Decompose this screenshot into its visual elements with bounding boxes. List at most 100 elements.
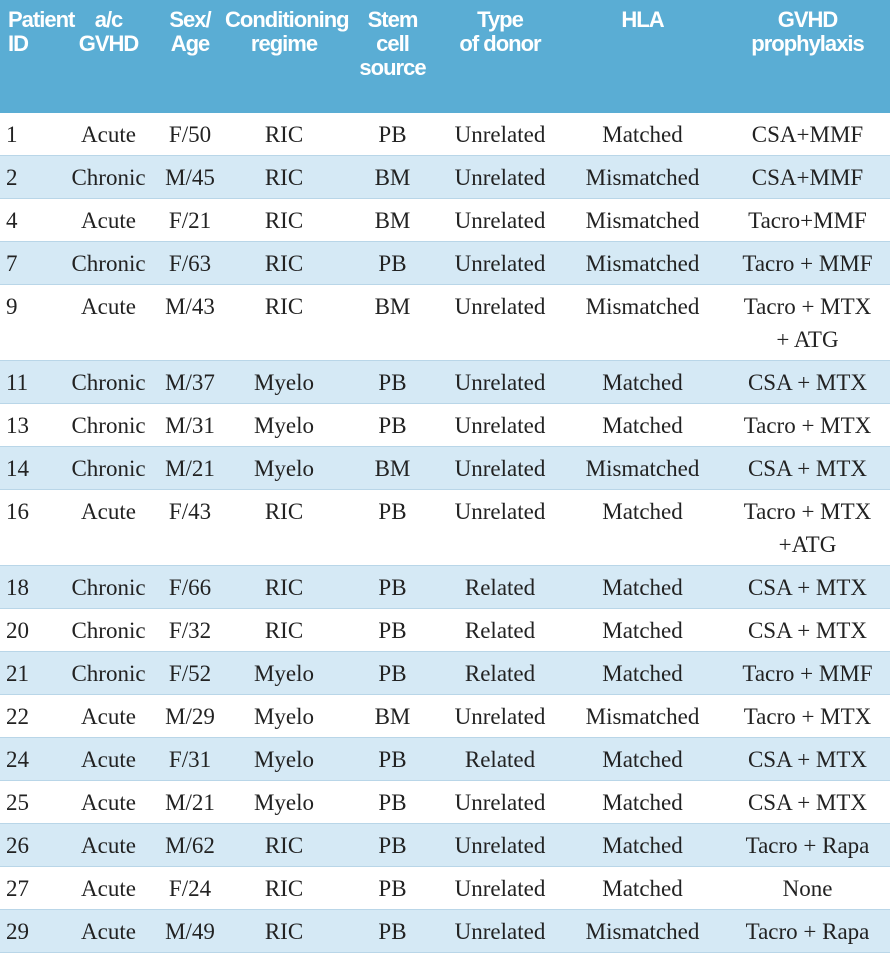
table-row: 21 Chronic F/52 Myelo PB Related Matched Tacro … xyxy=(0,651,890,695)
table-cell: RIC xyxy=(223,565,345,609)
table-row: 29 Acute M/49 RIC PB Unrelated Mismatched Tacro… xyxy=(0,909,890,953)
table-cell: BM xyxy=(374,704,411,729)
table-cell: Myelo xyxy=(253,704,315,729)
header-line: cell xyxy=(376,31,410,56)
table-cell: M/43 xyxy=(165,294,215,319)
table-cell: Mismatched xyxy=(560,155,725,199)
table-cell: RIC xyxy=(264,499,304,524)
header-line: GVHD xyxy=(777,7,839,32)
table-cell: Matched xyxy=(560,823,725,867)
table-cell: Unrelated xyxy=(454,704,546,729)
table-cell: Tacro + MMF xyxy=(725,651,890,695)
table-cell: Matched xyxy=(602,122,683,147)
table-cell: CSA + MTX xyxy=(725,737,890,781)
table-cell: M/31 xyxy=(165,413,215,438)
table-cell: Related xyxy=(440,737,560,781)
table-cell: 29 xyxy=(0,909,60,953)
table-cell: 24 xyxy=(0,737,60,781)
table-row: 14 Chronic M/21 Myelo BM Unrelated Mismatched C… xyxy=(0,446,890,490)
table-cell: PB xyxy=(345,241,440,285)
table-cell: PB xyxy=(345,823,440,867)
table-cell: M/37 xyxy=(157,360,223,404)
table-cell: Unrelated xyxy=(454,499,546,524)
table-cell: RIC xyxy=(223,155,345,199)
table-cell: 7 xyxy=(0,241,60,285)
table-cell: Myelo xyxy=(223,446,345,490)
table-cell: 22 xyxy=(6,704,29,729)
table-cell: Mismatched xyxy=(560,446,725,490)
table-cell: PB xyxy=(345,909,440,953)
table-cell: BM xyxy=(345,155,440,199)
table-cell: Unrelated xyxy=(454,208,546,233)
table-cell: Myelo xyxy=(223,651,345,695)
table-cell: Acute xyxy=(81,790,136,815)
table-cell: RIC xyxy=(264,208,304,233)
table-row: 4 Acute F/21 RIC BM Unrelated Mismatched Tacro+… xyxy=(0,199,890,242)
table-cell: 20 xyxy=(6,618,29,643)
table-cell: Myelo xyxy=(223,737,345,781)
table-cell: PB xyxy=(378,618,407,643)
table-cell: 9 xyxy=(6,294,18,319)
table-cell: BM xyxy=(345,446,440,490)
table-cell: Unrelated xyxy=(454,876,546,901)
table-cell: M/45 xyxy=(157,155,223,199)
table-cell: BM xyxy=(374,294,411,319)
table-row: 26 Acute M/62 RIC PB Unrelated Matched Tacro + … xyxy=(0,823,890,867)
table-cell: Acute xyxy=(81,499,136,524)
table-cell: CSA+MMF xyxy=(725,155,890,199)
table-row: 24 Acute F/31 Myelo PB Related Matched CSA + MT… xyxy=(0,737,890,781)
table-cell: RIC xyxy=(264,122,304,147)
header-line: of donor xyxy=(459,31,541,56)
header-line: Stem xyxy=(367,7,419,32)
table-cell: RIC xyxy=(264,294,304,319)
table-cell: RIC xyxy=(264,618,304,643)
table-cell: CSA + MTX xyxy=(747,618,868,643)
table-row: 27 Acute F/24 RIC PB Unrelated Matched None xyxy=(0,867,890,910)
table-cell: Tacro + MMF xyxy=(725,241,890,285)
table-cell: Chronic xyxy=(71,618,146,643)
table-cell: Acute xyxy=(81,704,136,729)
table-cell: Matched xyxy=(602,413,683,438)
table-cell: Matched xyxy=(560,565,725,609)
table-cell: Acute xyxy=(81,876,136,901)
table-cell: Acute xyxy=(60,823,157,867)
table-cell: Myelo xyxy=(223,360,345,404)
table-cell: F/32 xyxy=(168,618,212,643)
table-cell: Tacro + Rapa xyxy=(725,909,890,953)
header-line: Patient xyxy=(8,7,75,32)
table-cell: M/49 xyxy=(157,909,223,953)
table-cell: Related xyxy=(440,651,560,695)
table-cell: Mismatched xyxy=(585,294,700,319)
table-row: 20 Chronic F/32 RIC PB Related Matched CSA + MT… xyxy=(0,609,890,652)
table-row: 7 Chronic F/63 RIC PB Unrelated Mismatched Tacr… xyxy=(0,241,890,285)
table-cell: Tacro + MTX + ATG xyxy=(743,294,872,352)
table-cell: F/63 xyxy=(157,241,223,285)
table-cell: None xyxy=(782,876,833,901)
column-header: a/c GVHD xyxy=(60,0,157,113)
table-cell: Matched xyxy=(560,737,725,781)
column-header: Type of donor xyxy=(440,0,560,113)
table-cell: CSA + MTX xyxy=(725,360,890,404)
header-line: Conditioning xyxy=(225,7,350,32)
table-cell: Unrelated xyxy=(440,446,560,490)
table-cell: Acute xyxy=(81,208,136,233)
header-line: HLA xyxy=(621,7,664,32)
table-cell: F/21 xyxy=(168,208,212,233)
table-cell: Mismatched xyxy=(560,909,725,953)
table-cell: Tacro+MMF xyxy=(748,208,867,233)
table-cell: RIC xyxy=(223,909,345,953)
table-cell: M/21 xyxy=(165,790,215,815)
table-cell: RIC xyxy=(223,823,345,867)
table-cell: Acute xyxy=(60,909,157,953)
table-cell: Unrelated xyxy=(454,294,546,319)
table-cell: PB xyxy=(345,360,440,404)
table-cell: Matched xyxy=(602,499,683,524)
table-cell: 14 xyxy=(0,446,60,490)
table-cell: PB xyxy=(378,122,407,147)
table-cell: Mismatched xyxy=(560,241,725,285)
table-cell: Related xyxy=(464,618,536,643)
table-cell: 25 xyxy=(6,790,29,815)
header-line: regime xyxy=(250,31,318,56)
